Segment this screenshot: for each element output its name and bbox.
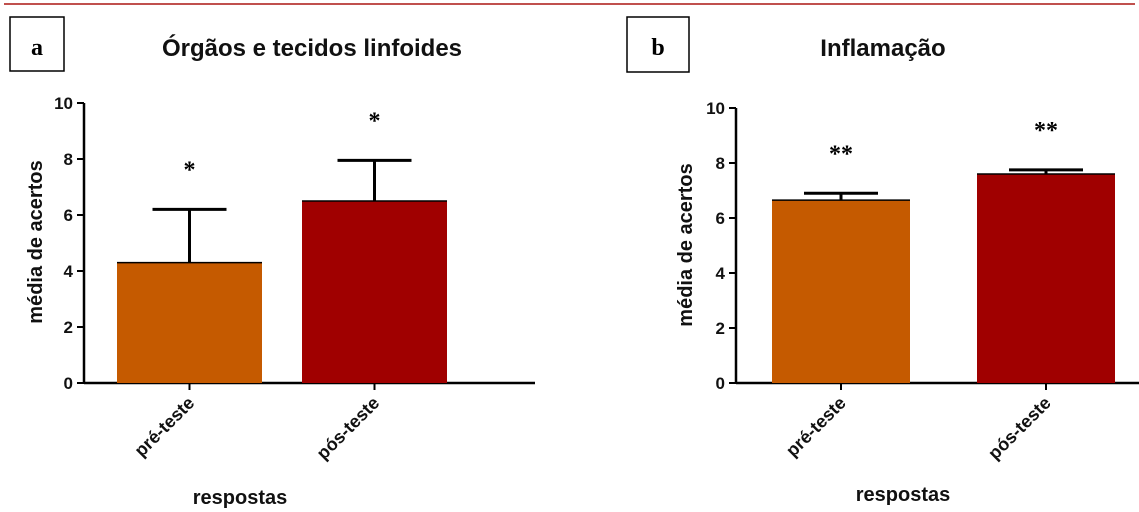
y-tick-label: 2	[64, 318, 73, 337]
y-tick-label: 8	[64, 150, 73, 169]
y-tick-label: 4	[716, 264, 726, 283]
x-tick-label: pós-teste	[313, 393, 384, 464]
x-tick-label: pré-teste	[130, 393, 198, 461]
significance-marker: **	[1034, 118, 1058, 144]
panel-label-box-b	[626, 16, 690, 73]
panel-label-box-a	[9, 16, 65, 72]
y-tick-label: 10	[54, 94, 73, 113]
panel-b: b Inflamação média de acertos respostas …	[626, 16, 1139, 506]
x-tick-label: pós-teste	[984, 393, 1055, 464]
y-tick-label: 8	[716, 154, 725, 173]
bar-b-2	[977, 174, 1115, 383]
bar-b-1	[772, 200, 910, 383]
y-tick-label: 10	[706, 99, 725, 118]
chart-title-b: Inflamação	[820, 35, 945, 62]
x-axis-label-a: respostas	[193, 487, 288, 509]
chart-title-a: Órgãos e tecidos linfoides	[162, 34, 462, 62]
plot-area-b: 0 2 4 6 8 10 ** pré-teste ** pós-teste	[706, 99, 1139, 463]
x-tick-label: pré-teste	[782, 393, 850, 461]
y-tick-label: 2	[716, 319, 725, 338]
y-tick-label: 6	[64, 206, 73, 225]
y-axis-label-b: média de acertos	[675, 163, 697, 326]
x-axis-label-b: respostas	[856, 484, 951, 506]
y-axis-label-a: média de acertos	[25, 160, 47, 323]
bar-a-1	[117, 262, 262, 383]
y-tick-label: 6	[716, 209, 725, 228]
bar-a-2	[302, 201, 447, 383]
y-tick-label: 4	[64, 262, 74, 281]
panel-label-b: b	[651, 35, 664, 61]
significance-marker: **	[829, 141, 853, 167]
plot-area-a: 0 2 4 6 8 10 * pré-teste * pós-teste	[54, 94, 535, 463]
y-tick-label: 0	[716, 374, 725, 393]
significance-marker: *	[369, 108, 381, 134]
panel-a: a Órgãos e tecidos linfoides média de ac…	[9, 16, 535, 509]
significance-marker: *	[184, 157, 196, 183]
panel-label-a: a	[31, 35, 43, 61]
y-tick-label: 0	[64, 374, 73, 393]
